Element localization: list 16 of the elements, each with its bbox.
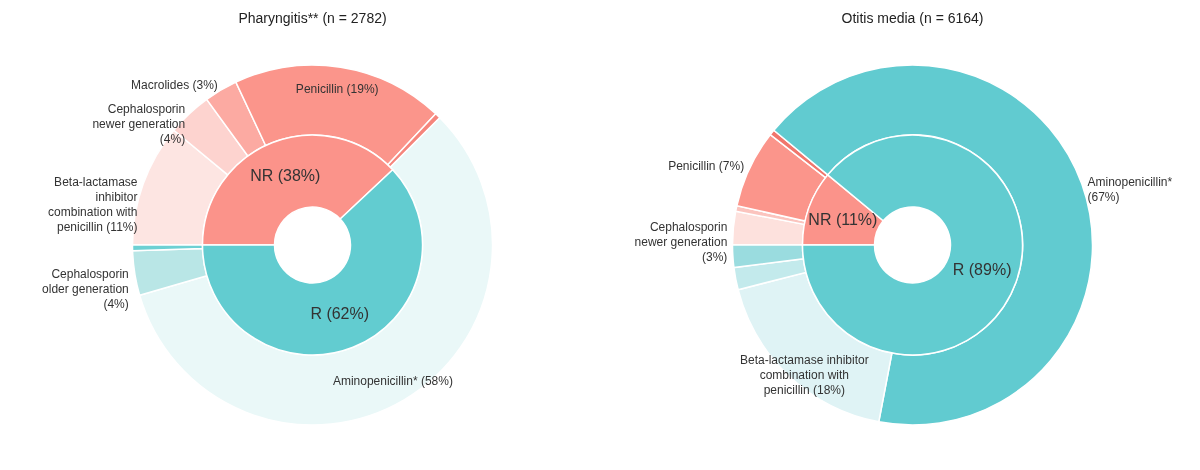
slice-label: Cephalosporin newer generation (4%) [92,102,186,147]
slice-label: NR (11%) [808,210,878,228]
slice-label: Cephalosporin newer generation (3%) [634,220,728,265]
slice-label: R (89%) [952,261,1012,279]
slice-label: Macrolides (3%) [131,77,218,92]
chart-title: Otitis media (n = 6164) [841,10,984,26]
slice-label: Cephalosporin older generation (4%) [42,267,129,312]
slice-label: Penicillin (19%) [295,81,379,96]
chart-title: Pharyngitis** (n = 2782) [238,10,387,26]
slice-label: Beta-lactamase inhibitor combination with penicillin (11%) [48,174,138,234]
slice-label: Penicillin (7%) [668,158,745,173]
slice-label: R (62%) [310,304,370,322]
slice-label: Beta-lactamase inhibitor combination with penicillin (18%) [739,353,869,398]
slice-label: Aminopenicillin* (67%) [1087,174,1173,204]
slice-label: NR (38%) [250,167,321,185]
slice-label: Aminopenicillin* (58%) [332,374,453,388]
